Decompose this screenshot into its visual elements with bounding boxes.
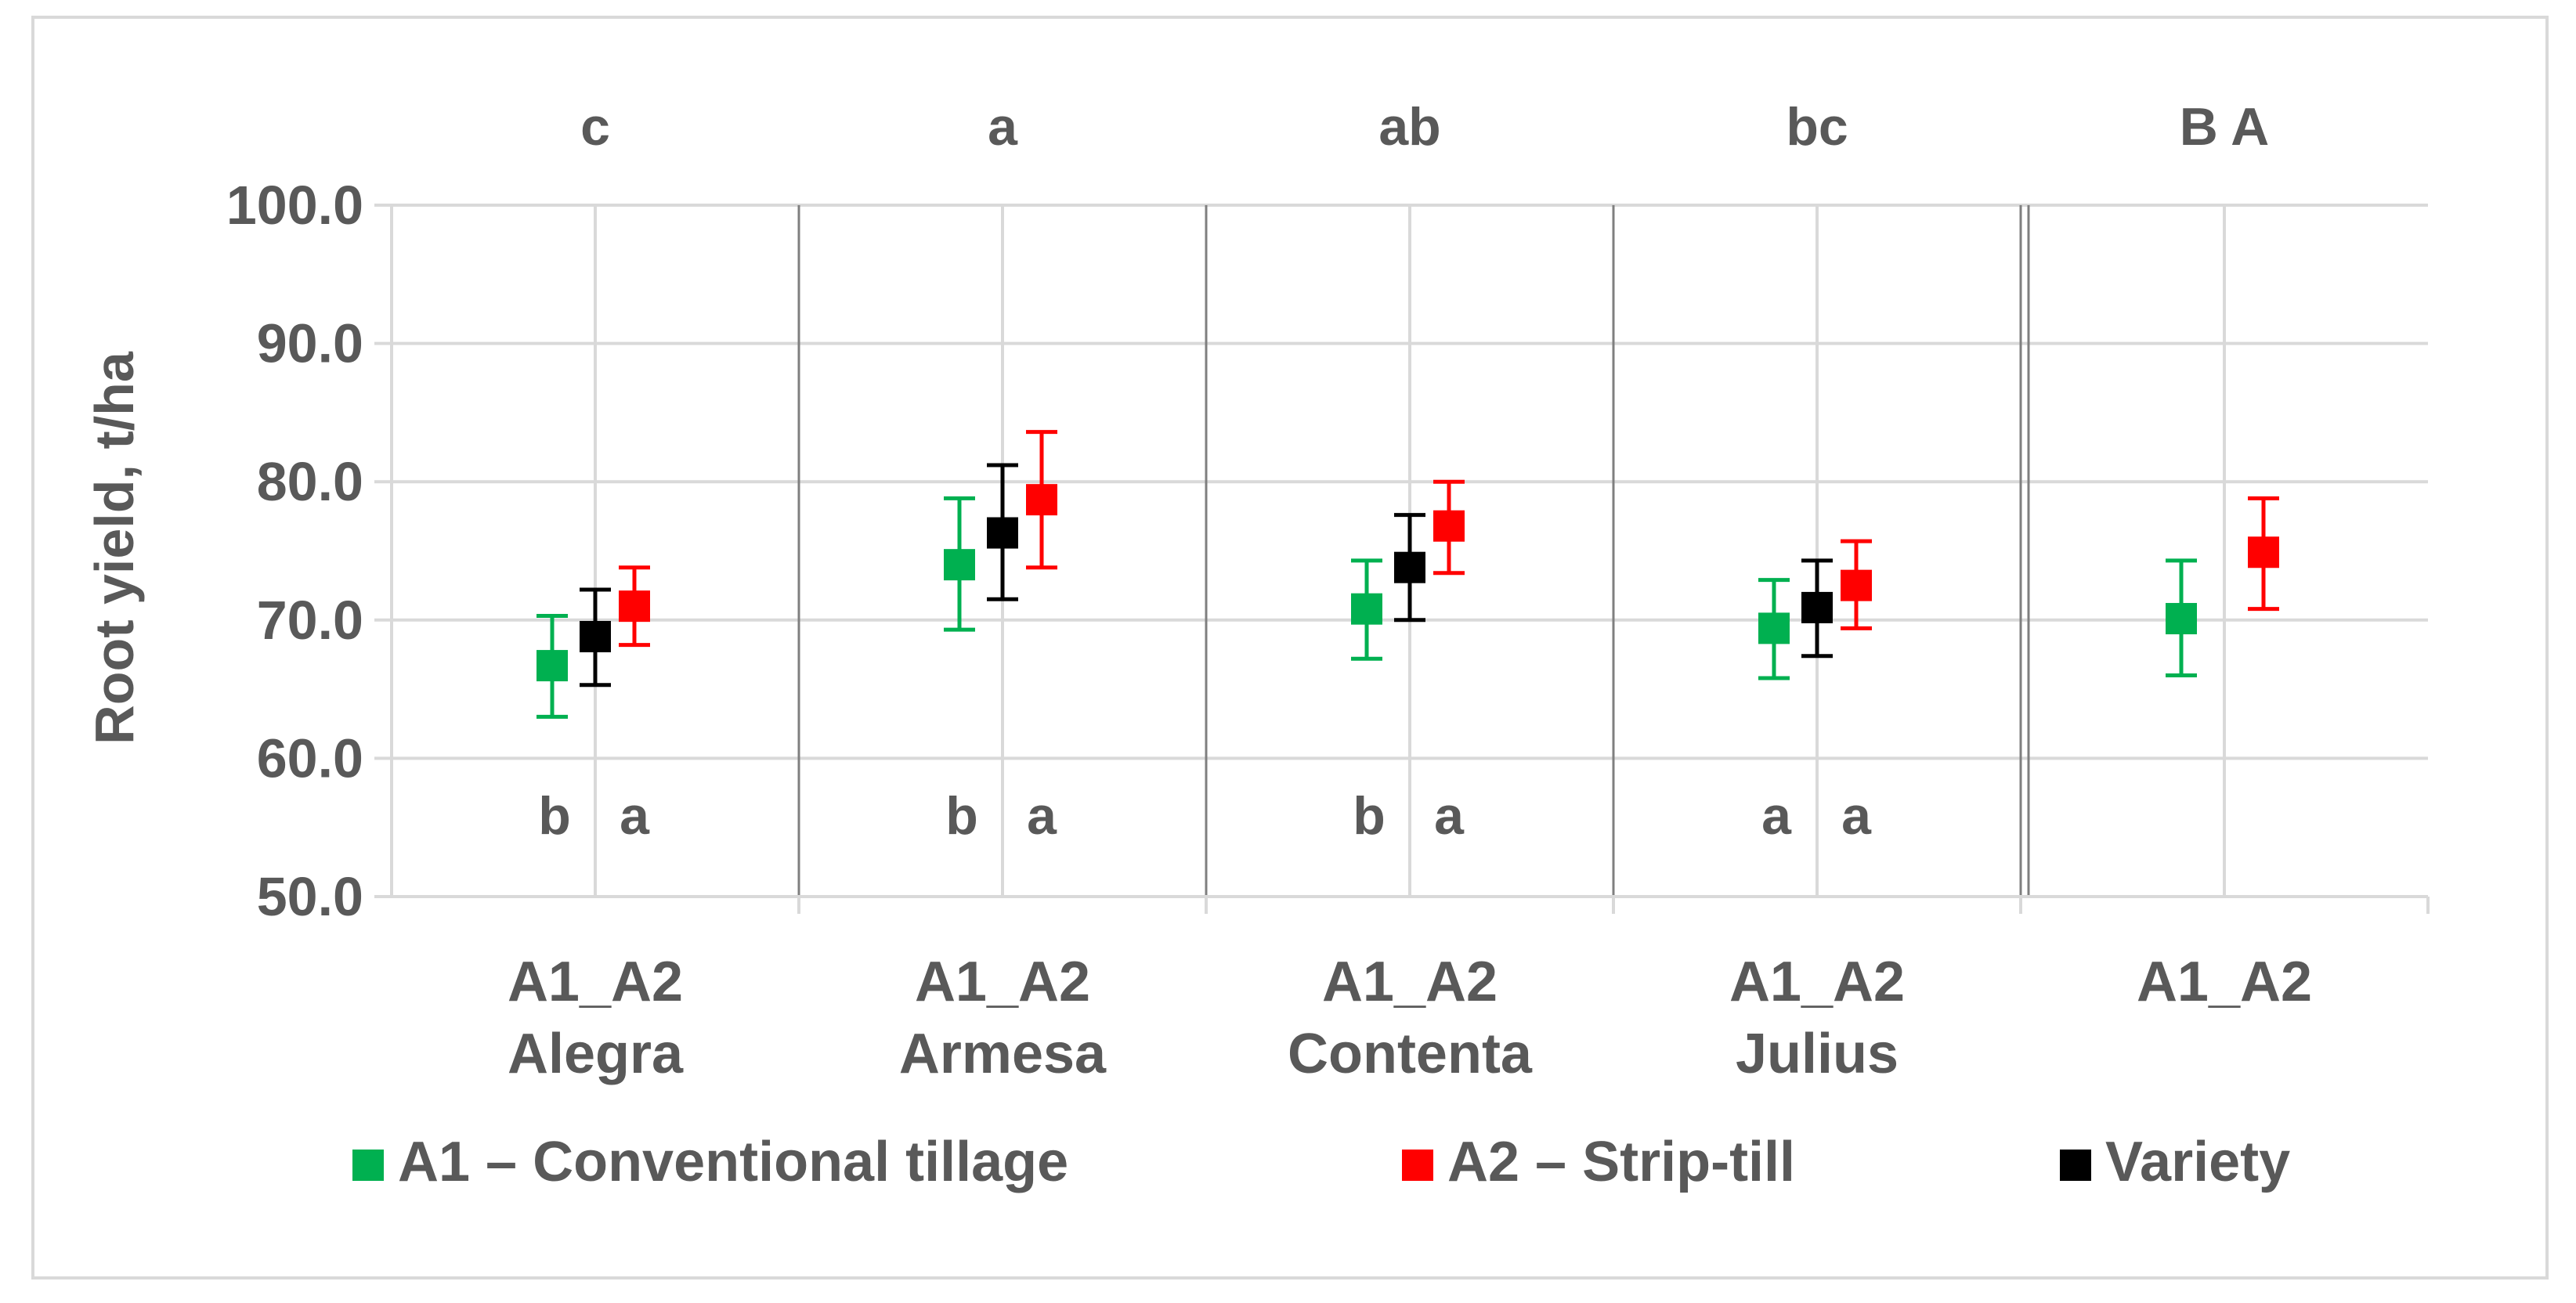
category-label: A1_A2 (1729, 951, 1905, 1013)
y-tick-label: 70.0 (257, 590, 363, 651)
marks-layer (537, 430, 2279, 719)
legend: A1 – Conventional tillage A2 – Strip-till… (352, 1131, 2290, 1193)
y-axis-title: Root yield, t/ha (84, 351, 145, 745)
y-tick-label: 60.0 (257, 727, 363, 789)
category-label: A1_A2 (915, 951, 1090, 1013)
a1-significance-letter: b (1353, 786, 1386, 846)
legend-label-a2: A2 – Strip-till (1447, 1131, 1795, 1193)
category-label: A1_A2 (2137, 951, 2312, 1013)
y-tick-label: 80.0 (257, 451, 363, 512)
legend-swatch-a2 (1402, 1150, 1433, 1181)
a1-point (1351, 593, 1382, 625)
a1-significance-letter: b (538, 786, 571, 846)
legend-swatch-a1 (352, 1150, 384, 1181)
y-tick-label: 90.0 (257, 313, 363, 374)
variety-point (987, 517, 1018, 549)
a2-point (1841, 569, 1872, 601)
variety-label: Julius (1736, 1023, 1899, 1085)
a1-significance-letter: a (1761, 786, 1792, 846)
chart-frame (31, 16, 2549, 1280)
a2-significance-letter: a (1027, 786, 1057, 846)
variety-point (1394, 551, 1425, 583)
a2-significance-letter: a (1841, 786, 1872, 846)
a1-point (944, 549, 975, 581)
legend-label-variety: Variety (2105, 1131, 2290, 1193)
a1-point (2166, 603, 2197, 635)
a2-point (1026, 484, 1057, 516)
variety-point (1801, 591, 1833, 623)
group-significance-letter: c (580, 97, 610, 157)
group-significance-letter: a (988, 97, 1018, 157)
a1-point (537, 650, 568, 682)
a2-point (1433, 510, 1465, 542)
legend-label-a1: A1 – Conventional tillage (398, 1131, 1068, 1193)
variety-label: Alegra (508, 1023, 684, 1085)
variety-point (580, 620, 611, 652)
a2-point (2248, 536, 2279, 568)
legend-swatch-variety (2060, 1150, 2091, 1181)
variety-label: Contenta (1288, 1023, 1533, 1085)
category-label: A1_A2 (508, 951, 683, 1013)
group-significance-letter: B A (2180, 97, 2270, 157)
a1-significance-letter: b (945, 786, 978, 846)
category-label: A1_A2 (1322, 951, 1498, 1013)
group-significance-letter: ab (1378, 97, 1440, 157)
a1-point (1758, 612, 1790, 644)
y-tick-label: 50.0 (257, 866, 363, 927)
y-tick-label: 100.0 (226, 175, 363, 236)
a2-significance-letter: a (620, 786, 650, 846)
group-significance-letter: bc (1786, 97, 1848, 157)
variety-label: Armesa (899, 1023, 1107, 1085)
a2-significance-letter: a (1434, 786, 1465, 846)
a2-point (619, 590, 650, 623)
axis-layer (374, 204, 2430, 914)
